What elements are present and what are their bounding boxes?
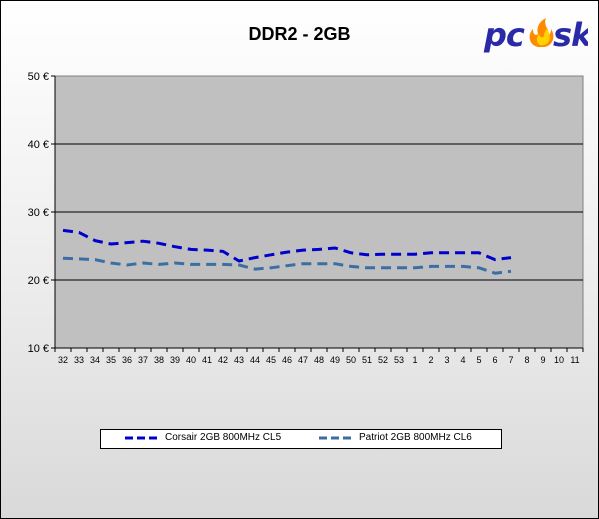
chart-title: DDR2 - 2GB [248, 24, 351, 44]
series-line-patriot [62, 256, 512, 275]
legend-swatch-corsair [125, 436, 159, 439]
svg-text:pc: pc [483, 16, 525, 54]
x-tick-label: 41 [202, 355, 212, 365]
x-tick-label: 51 [362, 355, 372, 365]
legend-label-patriot: Patriot 2GB 800MHz CL6 [359, 432, 472, 443]
svg-text:sk: sk [553, 16, 588, 54]
x-tick-label: 32 [58, 355, 68, 365]
pcsk-logo: pc sk [483, 16, 588, 54]
x-tick-label: 10 [554, 355, 564, 365]
legend-swatch-patriot [319, 436, 353, 439]
x-tick-label: 33 [74, 355, 84, 365]
legend-label-corsair: Corsair 2GB 800MHz CL5 [165, 432, 282, 443]
x-tick-label: 53 [394, 355, 404, 365]
x-tick-label: 6 [492, 355, 497, 365]
x-tick-label: 43 [234, 355, 244, 365]
x-tick-label: 44 [250, 355, 260, 365]
x-tick-label: 8 [524, 355, 529, 365]
flame-icon [529, 18, 554, 47]
x-tick-label: 4 [460, 355, 465, 365]
y-tick-label: 40 € [28, 139, 49, 151]
x-tick-label: 47 [298, 355, 308, 365]
x-tick-label: 52 [378, 355, 388, 365]
y-tick-label: 30 € [28, 207, 49, 219]
legend-item-patriot: Patriot 2GB 800MHz CL6 [319, 432, 472, 443]
plot-area: 10 €20 €30 €40 €50 €32 33 34 35 36 37 38 39 40 41… [28, 71, 584, 365]
legend: Corsair 2GB 800MHz CL5 Patriot 2GB 800MH… [100, 429, 502, 449]
y-tick-label: 50 € [28, 71, 49, 83]
x-tick-label: 42 [218, 355, 228, 365]
x-tick-label: 2 [428, 355, 433, 365]
x-tick-label: 11 [570, 355, 579, 365]
x-tick-label: 36 [122, 355, 132, 365]
x-tick-label: 39 [170, 355, 180, 365]
x-tick-label: 5 [476, 355, 481, 365]
x-tick-label: 40 [186, 355, 196, 365]
x-tick-label: 38 [154, 355, 164, 365]
x-tick-label: 1 [412, 355, 417, 365]
x-tick-label: 45 [266, 355, 276, 365]
x-tick-label: 49 [330, 355, 340, 365]
x-tick-label: 35 [106, 355, 116, 365]
y-tick-label: 10 € [28, 343, 49, 355]
legend-item-corsair: Corsair 2GB 800MHz CL5 [125, 432, 281, 443]
x-tick-label: 3 [444, 355, 449, 365]
x-tick-label: 37 [138, 355, 148, 365]
x-tick-label: 48 [314, 355, 324, 365]
x-tick-label: 7 [508, 355, 513, 365]
y-tick-label: 20 € [28, 275, 49, 287]
x-tick-label: 34 [90, 355, 100, 365]
series-line-corsair [62, 228, 512, 263]
x-tick-label: 9 [540, 355, 545, 365]
x-tick-label: 46 [282, 355, 292, 365]
x-tick-label: 50 [346, 355, 356, 365]
